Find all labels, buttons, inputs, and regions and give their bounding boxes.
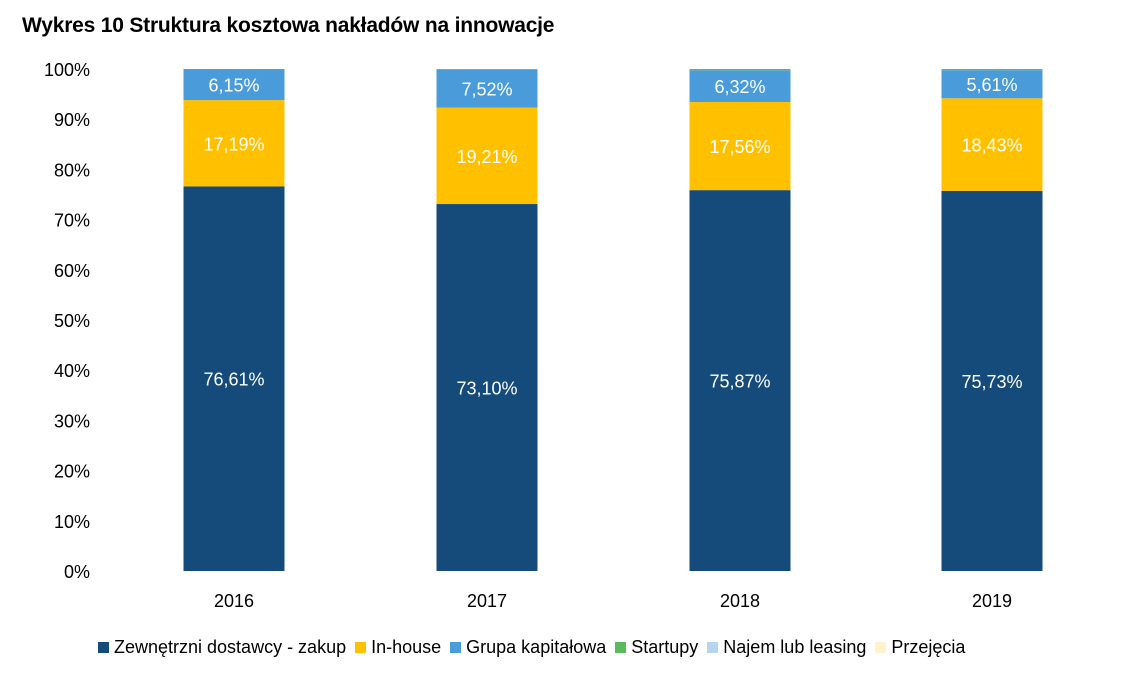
bar-segment: [183, 100, 285, 187]
data-label: 75,73%: [961, 372, 1022, 392]
legend-label: Startupy: [631, 636, 699, 657]
data-label: 73,10%: [456, 379, 517, 399]
bar-segment: [436, 107, 538, 205]
data-label: 19,21%: [456, 147, 517, 167]
y-tick-label: 40%: [54, 361, 90, 381]
y-tick-label: 10%: [54, 512, 90, 532]
x-tick-label: 2019: [972, 591, 1012, 611]
x-tick-label: 2017: [467, 591, 507, 611]
legend-label: Przejęcia: [891, 636, 966, 657]
legend-label: Grupa kapitałowa: [466, 636, 607, 657]
y-tick-label: 30%: [54, 411, 90, 431]
legend-swatch: [615, 641, 627, 653]
bar-segment: [689, 101, 791, 191]
data-label: 5,61%: [966, 75, 1017, 95]
stacked-bar-chart: 0% 10% 20% 30% 40% 50% 60% 70% 80% 90% 100% 76,61%…: [44, 60, 1043, 611]
legend-swatch: [98, 641, 109, 653]
bar-segment: [183, 69, 285, 70]
x-tick-label: 2018: [720, 591, 760, 611]
bars: [183, 69, 1043, 572]
data-label: 76,61%: [203, 370, 264, 390]
legend-swatch: [355, 641, 367, 653]
legend-item: Grupa kapitałowa: [450, 637, 606, 658]
data-label: 7,52%: [461, 80, 512, 100]
bar-segment: [941, 190, 1043, 572]
data-label: 17,56%: [709, 137, 770, 157]
y-tick-label: 70%: [54, 211, 90, 231]
y-axis: 0% 10% 20% 30% 40% 50% 60% 70% 80% 90% 100%: [44, 60, 90, 582]
data-labels: 76,61% 17,19% 6,15% 73,10% 19,21% 7,52% 75,87%…: [203, 75, 1022, 398]
bar-segment: [941, 70, 1043, 99]
legend-item: Startupy: [615, 637, 698, 658]
data-label: 75,87%: [709, 372, 770, 392]
legend: Zewnętrzni dostawcy - zakup In-house Grupa…: [98, 634, 974, 660]
legend-swatch: [875, 641, 887, 653]
legend-item: Zewnętrzni dostawcy - zakup: [98, 637, 346, 658]
y-tick-label: 80%: [54, 160, 90, 180]
legend-label: Najem lub leasing: [723, 636, 867, 657]
legend-label: In-house: [371, 636, 442, 657]
x-axis: 2016 2017 2018 2019: [214, 591, 1012, 611]
bar-segment: [183, 186, 285, 572]
bar-segment: [689, 69, 791, 71]
y-tick-label: 60%: [54, 261, 90, 281]
bar-segment: [183, 69, 285, 101]
data-label: 6,15%: [208, 76, 259, 96]
bar-segment: [436, 69, 538, 108]
y-tick-label: 50%: [54, 311, 90, 331]
legend-label: Zewnętrzni dostawcy - zakup: [114, 636, 347, 657]
bar-segment: [689, 190, 791, 571]
data-label: 6,32%: [714, 77, 765, 97]
x-tick-label: 2016: [214, 591, 254, 611]
y-tick-label: 20%: [54, 462, 90, 482]
bar-segment: [436, 204, 538, 571]
chart-title: Wykres 10 Struktura kosztowa nakładów na…: [22, 14, 555, 37]
legend-item: Najem lub leasing: [707, 637, 866, 658]
bar-segment: [689, 70, 791, 102]
bar-segment: [941, 98, 1043, 191]
y-tick-label: 0%: [64, 562, 90, 582]
y-tick-label: 90%: [54, 110, 90, 130]
data-label: 18,43%: [961, 136, 1022, 156]
bar-segment: [436, 69, 538, 70]
legend-swatch: [450, 641, 462, 653]
legend-swatch: [707, 641, 719, 653]
legend-item: Przejęcia: [875, 637, 965, 658]
data-label: 17,19%: [203, 134, 264, 154]
y-tick-label: 100%: [44, 60, 90, 80]
legend-item: In-house: [355, 637, 441, 658]
bar-segment: [941, 69, 1043, 71]
